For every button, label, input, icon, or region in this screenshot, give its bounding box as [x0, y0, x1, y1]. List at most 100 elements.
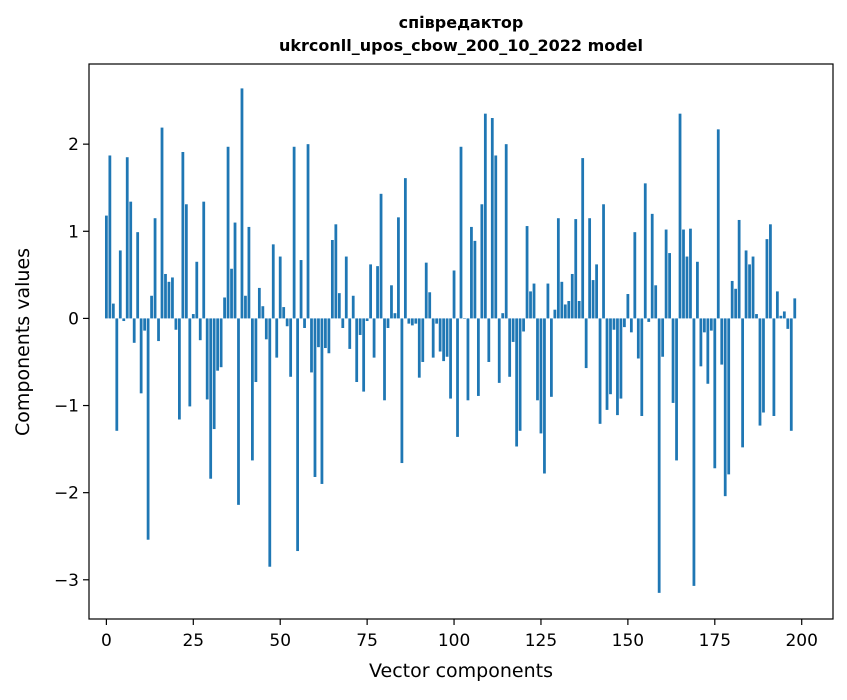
bar: [675, 318, 678, 461]
bar: [449, 318, 452, 399]
x-tick-label: 200: [785, 631, 817, 651]
bar: [490, 118, 494, 319]
bar: [240, 88, 244, 319]
bar: [640, 318, 644, 416]
bar: [181, 152, 185, 319]
bar: [577, 300, 581, 319]
bar: [654, 285, 658, 319]
bar: [588, 218, 592, 319]
bar: [341, 318, 345, 328]
bars-group: [104, 88, 797, 593]
x-tick-label: 50: [269, 631, 291, 651]
bar: [720, 318, 724, 365]
bar: [682, 229, 685, 319]
bar: [786, 318, 790, 329]
bar: [494, 155, 498, 319]
bar: [480, 204, 484, 319]
bar: [435, 318, 439, 324]
bar: [268, 318, 272, 567]
plot-frame: [88, 63, 834, 620]
bar: [379, 193, 383, 319]
bar: [278, 256, 282, 319]
bar: [317, 318, 320, 348]
bar: [306, 144, 310, 319]
x-tick-label: 100: [438, 631, 470, 651]
bar: [765, 239, 769, 319]
bar: [403, 178, 407, 319]
bar: [202, 201, 206, 319]
bar: [525, 226, 529, 319]
bar: [271, 244, 275, 319]
bar: [456, 318, 459, 437]
bar: [536, 318, 539, 401]
bar: [355, 318, 359, 383]
bar: [358, 318, 362, 335]
bar: [602, 204, 605, 319]
bar: [612, 318, 616, 330]
bar: [282, 307, 286, 319]
y-tick-label: −3: [54, 571, 79, 591]
bar: [157, 318, 160, 342]
y-axis-label: Components values: [12, 248, 34, 436]
bar: [310, 318, 313, 373]
bar: [476, 318, 480, 396]
bar: [702, 318, 706, 333]
bar: [664, 229, 668, 319]
bar: [160, 127, 164, 319]
bar: [372, 318, 376, 358]
bar: [251, 318, 254, 461]
bar: [233, 222, 237, 319]
bar: [362, 318, 366, 392]
bar: [104, 215, 108, 319]
bar: [497, 318, 501, 383]
bar: [365, 318, 369, 322]
bar: [421, 318, 425, 362]
bar: [376, 266, 379, 319]
bar: [560, 281, 564, 319]
bar: [772, 318, 776, 416]
bar: [296, 318, 299, 552]
bar: [678, 113, 682, 319]
bar: [713, 318, 717, 469]
bar: [709, 318, 713, 331]
bar: [198, 318, 202, 341]
bar: [522, 318, 525, 332]
bar: [351, 295, 355, 319]
bar: [751, 256, 755, 319]
bar: [518, 318, 522, 431]
x-axis-label: Vector components: [369, 660, 553, 682]
bar: [775, 291, 779, 319]
bar: [595, 264, 598, 319]
bar: [623, 318, 626, 328]
bar: [619, 318, 623, 399]
bar: [546, 283, 550, 319]
bar: [254, 318, 258, 383]
bar: [108, 155, 112, 319]
bar: [508, 318, 512, 377]
bar: [369, 264, 372, 319]
bar: [292, 146, 296, 319]
bar: [758, 318, 762, 426]
bar: [650, 213, 654, 319]
bar: [616, 318, 619, 416]
bar: [299, 260, 303, 319]
bar: [414, 318, 418, 324]
bar: [483, 113, 487, 319]
bar: [605, 318, 609, 410]
bar: [511, 318, 515, 342]
bar: [699, 318, 703, 367]
bar: [111, 303, 115, 319]
bar: [550, 318, 553, 397]
bar: [167, 281, 171, 319]
bar: [383, 318, 386, 401]
bar: [122, 318, 126, 322]
x-tick-label: 25: [182, 631, 204, 651]
bar: [289, 318, 293, 377]
bar: [647, 318, 651, 322]
bar: [748, 264, 751, 319]
bar: [247, 226, 251, 319]
bar: [125, 157, 129, 319]
bar: [459, 146, 463, 319]
bar: [657, 318, 661, 593]
